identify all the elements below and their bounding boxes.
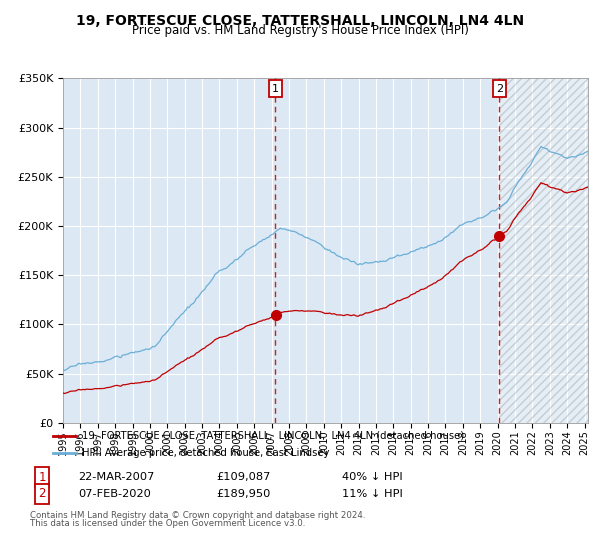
Text: £109,087: £109,087 bbox=[216, 472, 271, 482]
Text: HPI: Average price, detached house, East Lindsey: HPI: Average price, detached house, East… bbox=[82, 449, 329, 458]
Text: Price paid vs. HM Land Registry's House Price Index (HPI): Price paid vs. HM Land Registry's House … bbox=[131, 24, 469, 37]
Text: 11% ↓ HPI: 11% ↓ HPI bbox=[342, 489, 403, 499]
Text: 2: 2 bbox=[496, 83, 503, 94]
Text: 1: 1 bbox=[272, 83, 279, 94]
Text: This data is licensed under the Open Government Licence v3.0.: This data is licensed under the Open Gov… bbox=[30, 519, 305, 528]
Text: 2: 2 bbox=[38, 487, 46, 501]
Text: 19, FORTESCUE CLOSE, TATTERSHALL, LINCOLN, LN4 4LN: 19, FORTESCUE CLOSE, TATTERSHALL, LINCOL… bbox=[76, 14, 524, 28]
Text: 1: 1 bbox=[38, 470, 46, 484]
Text: Contains HM Land Registry data © Crown copyright and database right 2024.: Contains HM Land Registry data © Crown c… bbox=[30, 511, 365, 520]
Text: 22-MAR-2007: 22-MAR-2007 bbox=[78, 472, 154, 482]
Text: 07-FEB-2020: 07-FEB-2020 bbox=[78, 489, 151, 499]
Text: £189,950: £189,950 bbox=[216, 489, 271, 499]
Text: 19, FORTESCUE CLOSE, TATTERSHALL,  LINCOLN,  LN4 4LN (detached house): 19, FORTESCUE CLOSE, TATTERSHALL, LINCOL… bbox=[82, 431, 464, 441]
Text: 40% ↓ HPI: 40% ↓ HPI bbox=[342, 472, 403, 482]
